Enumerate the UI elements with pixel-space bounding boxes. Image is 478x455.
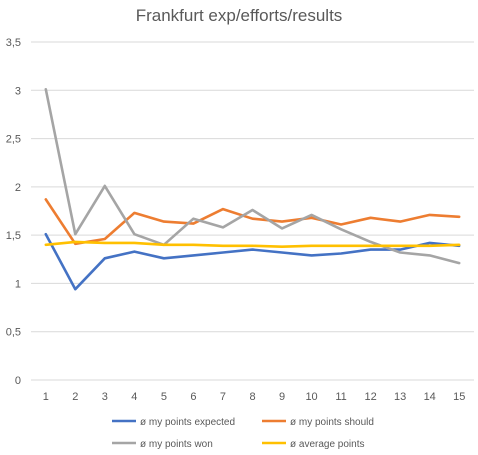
x-axis-tick-labels: 1 2 3 4 5 6 7 8 9 10 11 12 13 14 15 [43,391,466,403]
x-tick-label: 9 [279,391,285,403]
y-tick-label: 2 [15,182,21,194]
x-tick-label: 15 [453,391,465,403]
x-tick-label: 8 [249,391,255,403]
y-tick-label: 0,5 [6,327,21,339]
chart-title: Frankfurt exp/efforts/results [136,6,343,25]
series-lines [44,88,461,291]
legend-label: ø average points [290,439,365,450]
x-tick-label: 10 [305,391,317,403]
x-tick-label: 3 [102,391,108,403]
x-tick-label: 7 [220,391,226,403]
series-line [44,198,461,246]
x-tick-label: 2 [72,391,78,403]
y-tick-label: 3,5 [6,37,21,49]
series-line [44,88,461,265]
series-line [44,240,461,248]
y-tick-label: 1,5 [6,230,21,242]
legend: ø my points expected ø my points should ø … [112,417,374,450]
legend-label: ø my points expected [140,417,235,428]
x-tick-label: 12 [365,391,377,403]
y-axis-tick-labels: 0 0,5 1 1,5 2 2,5 3 3,5 [6,37,21,387]
x-tick-label: 11 [335,391,346,403]
legend-label: ø my points should [290,417,374,428]
x-tick-label: 4 [131,391,137,403]
y-tick-label: 3 [15,85,21,97]
x-tick-label: 1 [43,391,49,403]
legend-label: ø my points won [140,439,213,450]
x-tick-label: 5 [161,391,167,403]
x-tick-label: 14 [424,391,436,403]
y-tick-label: 0 [15,375,21,387]
y-tick-label: 2,5 [6,134,21,146]
x-tick-label: 13 [394,391,406,403]
y-tick-label: 1 [15,278,21,290]
x-tick-label: 6 [190,391,196,403]
